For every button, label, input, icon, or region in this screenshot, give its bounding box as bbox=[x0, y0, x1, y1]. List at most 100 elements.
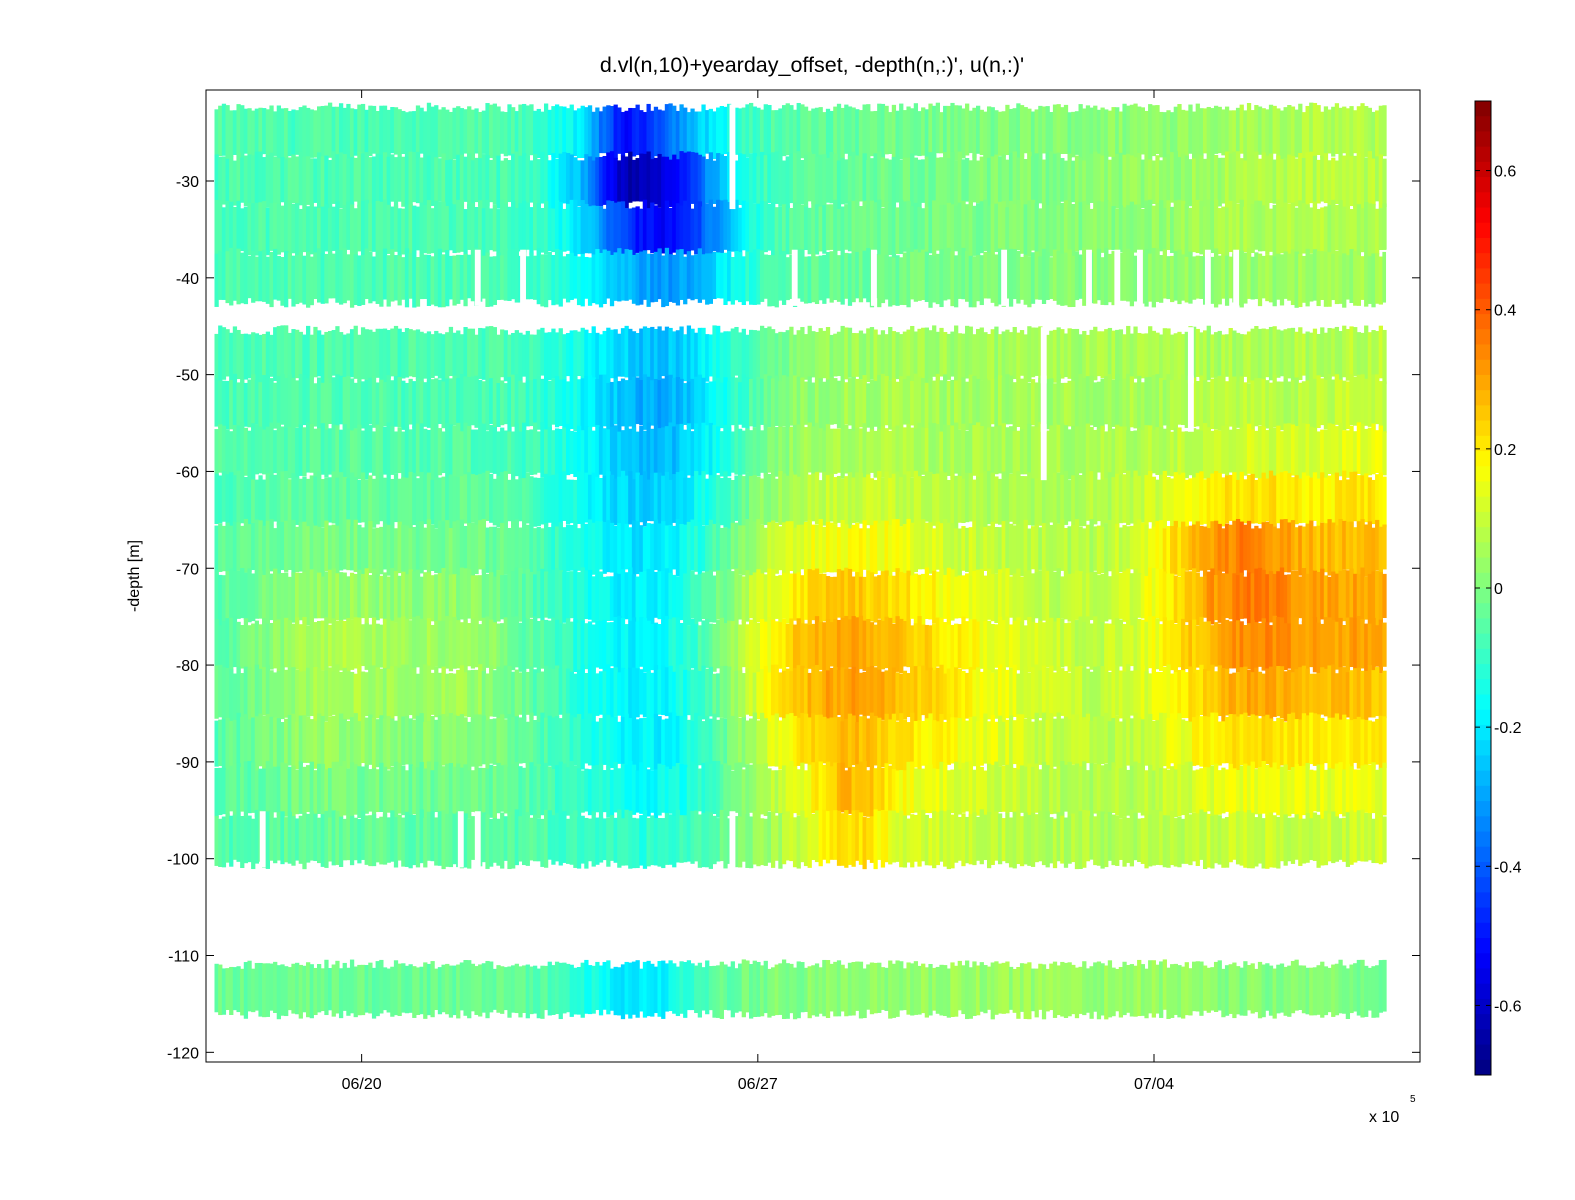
heatmap-cell bbox=[489, 961, 494, 1013]
heatmap-cell bbox=[229, 525, 234, 575]
heatmap-cell bbox=[990, 521, 995, 576]
heatmap-cell bbox=[983, 199, 988, 251]
heatmap-cell bbox=[342, 719, 347, 766]
chart-title: d.vl(n,10)+yearday_offset, -depth(n,:)',… bbox=[600, 53, 1024, 77]
heatmap-cell bbox=[939, 471, 944, 528]
heatmap-cell bbox=[606, 250, 611, 299]
heatmap-cell bbox=[631, 717, 637, 766]
heatmap-cell bbox=[276, 422, 281, 479]
heatmap-cell bbox=[1192, 256, 1197, 300]
heatmap-cell bbox=[243, 618, 249, 675]
heatmap-cell bbox=[719, 718, 724, 767]
heatmap-cell bbox=[968, 814, 973, 865]
heatmap-cell bbox=[1122, 378, 1127, 434]
heatmap-cell bbox=[1122, 252, 1127, 301]
heatmap-cell bbox=[800, 810, 805, 863]
heatmap-cell bbox=[353, 109, 358, 156]
heatmap-cell bbox=[573, 673, 578, 721]
heatmap-cell bbox=[386, 156, 391, 210]
heatmap-cell bbox=[836, 428, 842, 473]
heatmap-cell bbox=[434, 157, 439, 211]
heatmap-cell bbox=[430, 479, 435, 525]
heatmap-cell bbox=[335, 477, 340, 528]
heatmap-cell bbox=[778, 622, 783, 669]
heatmap-cell bbox=[1159, 568, 1164, 622]
heatmap-cell bbox=[1239, 621, 1244, 673]
heatmap-cell bbox=[1338, 570, 1343, 622]
heatmap-cell bbox=[730, 377, 735, 426]
heatmap-cell bbox=[902, 770, 908, 816]
heatmap-cell bbox=[620, 763, 626, 821]
heatmap-cell bbox=[404, 156, 410, 210]
heatmap-cell bbox=[708, 623, 713, 675]
heatmap-cell bbox=[1195, 103, 1200, 159]
heatmap-cell bbox=[946, 668, 951, 724]
heatmap-cell bbox=[972, 479, 977, 529]
heatmap-cell bbox=[738, 816, 743, 868]
heatmap-cell bbox=[324, 378, 329, 431]
heatmap-cell bbox=[759, 818, 765, 866]
heatmap-cell bbox=[807, 818, 812, 868]
heatmap-cell bbox=[551, 965, 556, 1015]
heatmap-cell bbox=[408, 964, 413, 1013]
heatmap-cell bbox=[738, 717, 743, 770]
heatmap-cell bbox=[232, 763, 238, 819]
heatmap-cell bbox=[686, 251, 692, 299]
heatmap-cell bbox=[327, 160, 333, 210]
heatmap-cell bbox=[522, 334, 527, 377]
heatmap-cell bbox=[1188, 428, 1193, 476]
heatmap-cell bbox=[1265, 814, 1270, 869]
heatmap-cell bbox=[276, 573, 281, 626]
heatmap-cell bbox=[306, 526, 311, 577]
heatmap-cell bbox=[899, 673, 904, 721]
heatmap-cell bbox=[324, 155, 329, 211]
heatmap-cell bbox=[972, 375, 977, 428]
heatmap-cell bbox=[258, 426, 263, 474]
heatmap-cell bbox=[785, 257, 790, 301]
heatmap-cell bbox=[1250, 812, 1255, 869]
heatmap-cell bbox=[481, 423, 487, 474]
heatmap-cell bbox=[983, 251, 988, 299]
heatmap-cell bbox=[694, 764, 699, 819]
heatmap-cell bbox=[481, 381, 487, 434]
heatmap-cell bbox=[902, 331, 908, 380]
heatmap-cell bbox=[1155, 479, 1160, 523]
heatmap-cell bbox=[1202, 811, 1208, 869]
heatmap-cell bbox=[763, 621, 768, 672]
heatmap-cell bbox=[1122, 570, 1127, 622]
heatmap-cell bbox=[847, 428, 853, 481]
heatmap-cell bbox=[924, 967, 929, 1018]
heatmap-cell bbox=[778, 720, 783, 770]
heatmap-cell bbox=[273, 156, 278, 206]
heatmap-cell bbox=[591, 254, 596, 304]
heatmap-cell bbox=[943, 519, 948, 577]
heatmap-cell bbox=[653, 622, 659, 675]
heatmap-cell bbox=[646, 422, 651, 481]
heatmap-cell bbox=[888, 112, 893, 154]
heatmap-cell bbox=[518, 155, 523, 205]
heatmap-cell bbox=[705, 525, 710, 574]
heatmap-cell bbox=[675, 159, 681, 205]
heatmap-cell bbox=[1063, 470, 1069, 525]
heatmap-cell bbox=[683, 334, 688, 382]
heatmap-cell bbox=[891, 200, 897, 258]
heatmap-cell bbox=[986, 106, 992, 159]
heatmap-cell bbox=[240, 815, 245, 868]
heatmap-cell bbox=[910, 251, 915, 300]
heatmap-cell bbox=[957, 429, 962, 481]
heatmap-cell bbox=[855, 378, 860, 431]
heatmap-cell bbox=[884, 201, 889, 259]
heatmap-cell bbox=[635, 719, 640, 772]
heatmap-cell bbox=[522, 382, 527, 433]
heatmap-cell bbox=[1250, 714, 1255, 767]
heatmap-cell bbox=[1254, 200, 1259, 250]
heatmap-cell bbox=[694, 376, 699, 425]
heatmap-cell bbox=[368, 377, 373, 425]
heatmap-cell bbox=[1375, 625, 1380, 667]
heatmap-cell bbox=[1195, 625, 1200, 668]
heatmap-cell bbox=[1243, 110, 1248, 162]
heatmap-cell bbox=[221, 103, 227, 156]
heatmap-cell bbox=[492, 378, 497, 433]
heatmap-cell bbox=[679, 569, 684, 621]
heatmap-cell bbox=[595, 620, 600, 668]
